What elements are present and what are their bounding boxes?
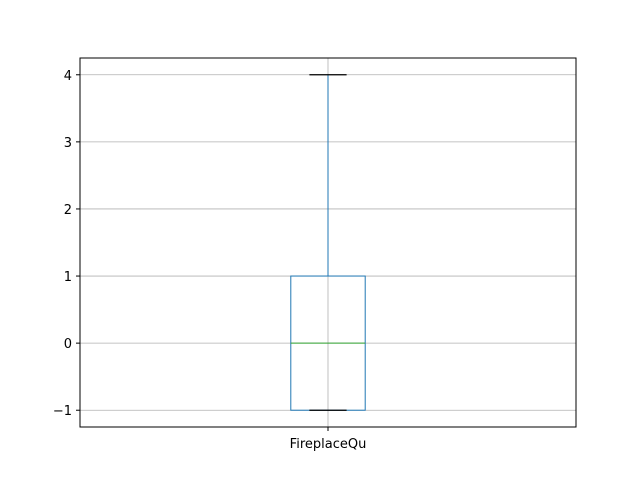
x-category-label: FireplaceQu bbox=[290, 437, 367, 452]
y-tick-label: 0 bbox=[64, 337, 72, 352]
y-tick-label: 2 bbox=[64, 203, 72, 218]
y-tick-label: 4 bbox=[64, 69, 72, 84]
y-tick-label: 1 bbox=[64, 270, 72, 285]
box-layer bbox=[290, 74, 366, 411]
y-tick-label: 3 bbox=[64, 136, 72, 151]
tick-layer: −1 0 1 2 3 4 FireplaceQu bbox=[53, 69, 367, 452]
y-tick-label: −1 bbox=[53, 404, 72, 419]
